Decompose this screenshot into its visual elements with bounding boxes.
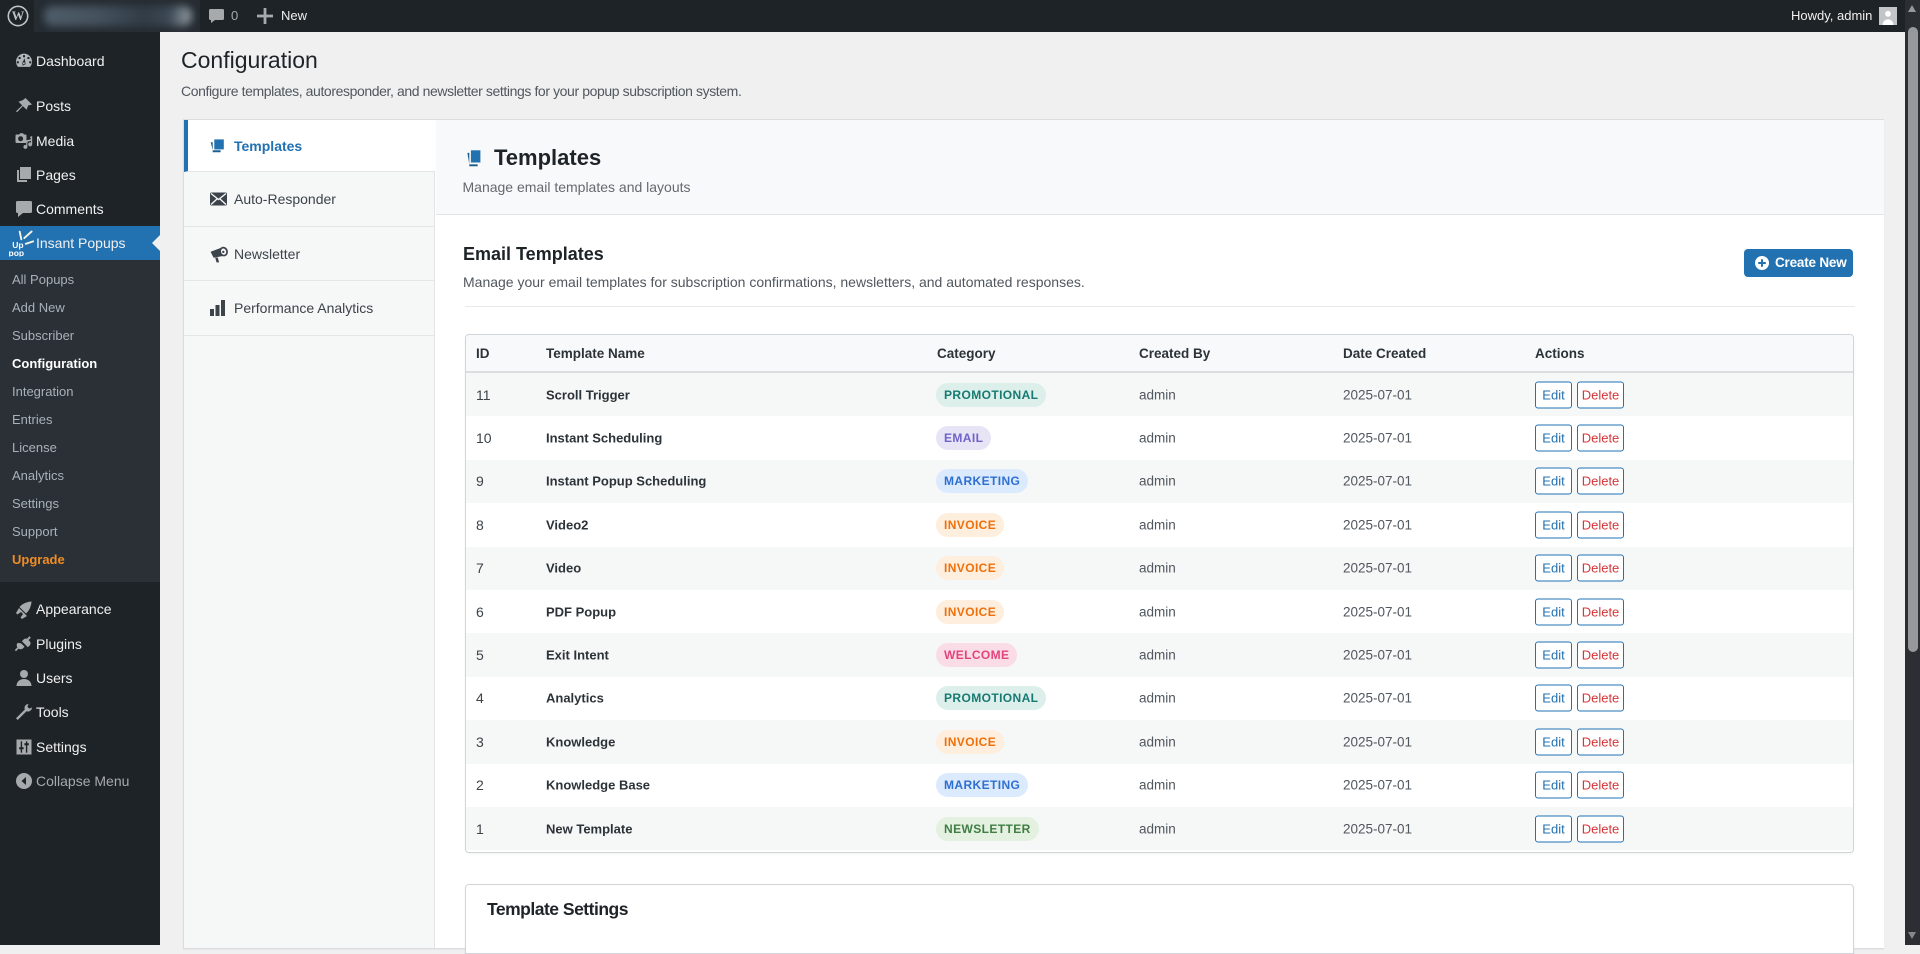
svg-text:pop: pop	[9, 248, 25, 257]
svg-text:Up: Up	[12, 240, 23, 250]
svg-text:W: W	[12, 9, 25, 23]
